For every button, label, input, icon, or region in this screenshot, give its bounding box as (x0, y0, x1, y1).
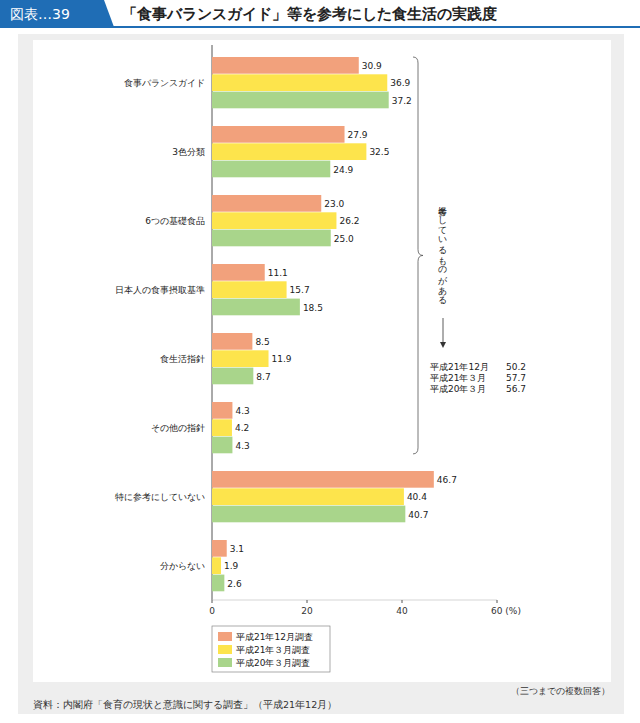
annotation-item-value: 50.2 (506, 362, 526, 372)
header-rule (0, 26, 640, 28)
x-tick-label: 60 (%) (491, 606, 521, 616)
annotation-text: 参考にしているものがある (438, 200, 448, 305)
title: 「食事バランスガイド」等を参考にした食生活の実践度 (122, 5, 497, 23)
data-labels: 30.9 36.9 37.2 27.932.5 24.9 23.0 26.2 25.0 11.1… (224, 61, 457, 589)
bar (212, 299, 300, 316)
x-tick (307, 600, 308, 603)
note: （三つまでの複数回答） (511, 686, 610, 696)
header-tab (0, 0, 114, 27)
data-label: 40.4 (407, 492, 427, 502)
bar (212, 92, 389, 109)
data-label: 8.7 (256, 372, 270, 382)
category-label: 食事バランスガイド (124, 78, 205, 88)
data-label: 36.9 (390, 78, 410, 88)
data-label: 25.0 (334, 234, 354, 244)
data-label: 4.3 (235, 406, 249, 416)
data-label: 3.1 (230, 544, 244, 554)
bar (212, 333, 252, 350)
legend-box (212, 626, 330, 672)
annotation-item-value: 56.7 (506, 384, 526, 394)
source: 資料：内閣府「食育の現状と意識に関する調査」（平成21年12月） (33, 699, 337, 710)
data-label: 1.9 (224, 561, 239, 571)
bar (212, 143, 366, 160)
bar (212, 575, 224, 592)
data-label: 2.6 (227, 579, 242, 589)
x-tick-label: 20 (301, 606, 313, 616)
annotation-arrowhead (440, 342, 446, 348)
bar (212, 557, 221, 574)
figure-label: 図表…39 (10, 6, 70, 22)
bars (212, 57, 434, 591)
bar (212, 471, 434, 488)
category-label: 特に参考にしていない (115, 492, 205, 502)
bar (212, 402, 232, 419)
data-label: 11.9 (272, 354, 292, 364)
x-tick (497, 600, 498, 603)
category-label: 日本人の食事摂取基準 (115, 285, 205, 295)
data-label: 23.0 (324, 199, 344, 209)
data-label: 37.2 (392, 96, 412, 106)
annotation-item-label: 平成21年３月 (430, 373, 486, 383)
x-tick (402, 600, 403, 603)
legend-swatch (218, 658, 232, 667)
category-label: 分からない (160, 561, 205, 571)
x-tick-label: 40 (396, 606, 408, 616)
x-tick-label: 0 (209, 606, 215, 616)
x-axis-line (212, 600, 497, 601)
bar (212, 195, 321, 212)
data-label: 4.3 (235, 441, 249, 451)
background (0, 0, 640, 723)
bar (212, 350, 269, 367)
bar (212, 212, 336, 229)
brace (413, 57, 423, 454)
data-label: 4.2 (235, 423, 249, 433)
bar (212, 506, 405, 523)
annotation-arrow (443, 318, 444, 343)
data-label: 15.7 (290, 285, 310, 295)
data-label: 24.9 (333, 165, 353, 175)
annotation-item-value: 57.7 (506, 373, 526, 383)
bar (212, 74, 387, 91)
annotation-item-label: 平成20年３月 (430, 384, 486, 394)
legend-swatch (218, 632, 232, 641)
bar (212, 264, 265, 281)
data-label: 26.2 (339, 216, 359, 226)
data-label: 46.7 (437, 475, 457, 485)
annotation-item-label: 平成21年12月 (430, 362, 489, 372)
data-label: 8.5 (255, 337, 269, 347)
bar (212, 230, 331, 247)
category-label: 6つの基礎食品 (145, 216, 205, 226)
bar (212, 368, 253, 385)
data-label: 30.9 (362, 61, 382, 71)
data-label: 18.5 (303, 303, 323, 313)
bar (212, 540, 227, 557)
chart: 図表…39 「食事バランスガイド」等を参考にした食生活の実践度 0 20 40 60 (%… (0, 0, 640, 723)
bar (212, 437, 232, 454)
data-label: 11.1 (268, 268, 288, 278)
legend-label: 平成21年３月調査 (236, 645, 310, 655)
bar (212, 488, 404, 505)
bar (212, 419, 232, 436)
outer-panel (18, 34, 624, 714)
data-label: 40.7 (408, 510, 428, 520)
data-label: 32.5 (369, 147, 389, 157)
inner-panel (33, 40, 611, 682)
legend-swatch (218, 645, 232, 654)
data-label: 27.9 (348, 130, 368, 140)
category-label: その他の指針 (151, 423, 205, 433)
bar (212, 281, 287, 298)
bar (212, 126, 345, 143)
legend-label: 平成21年12月調査 (236, 632, 313, 642)
x-tick (212, 600, 213, 603)
legend-label: 平成20年３月調査 (236, 658, 310, 668)
bar (212, 57, 359, 74)
category-label: 食生活指針 (160, 354, 205, 364)
bar (212, 161, 330, 178)
category-label: 3色分類 (172, 147, 205, 157)
